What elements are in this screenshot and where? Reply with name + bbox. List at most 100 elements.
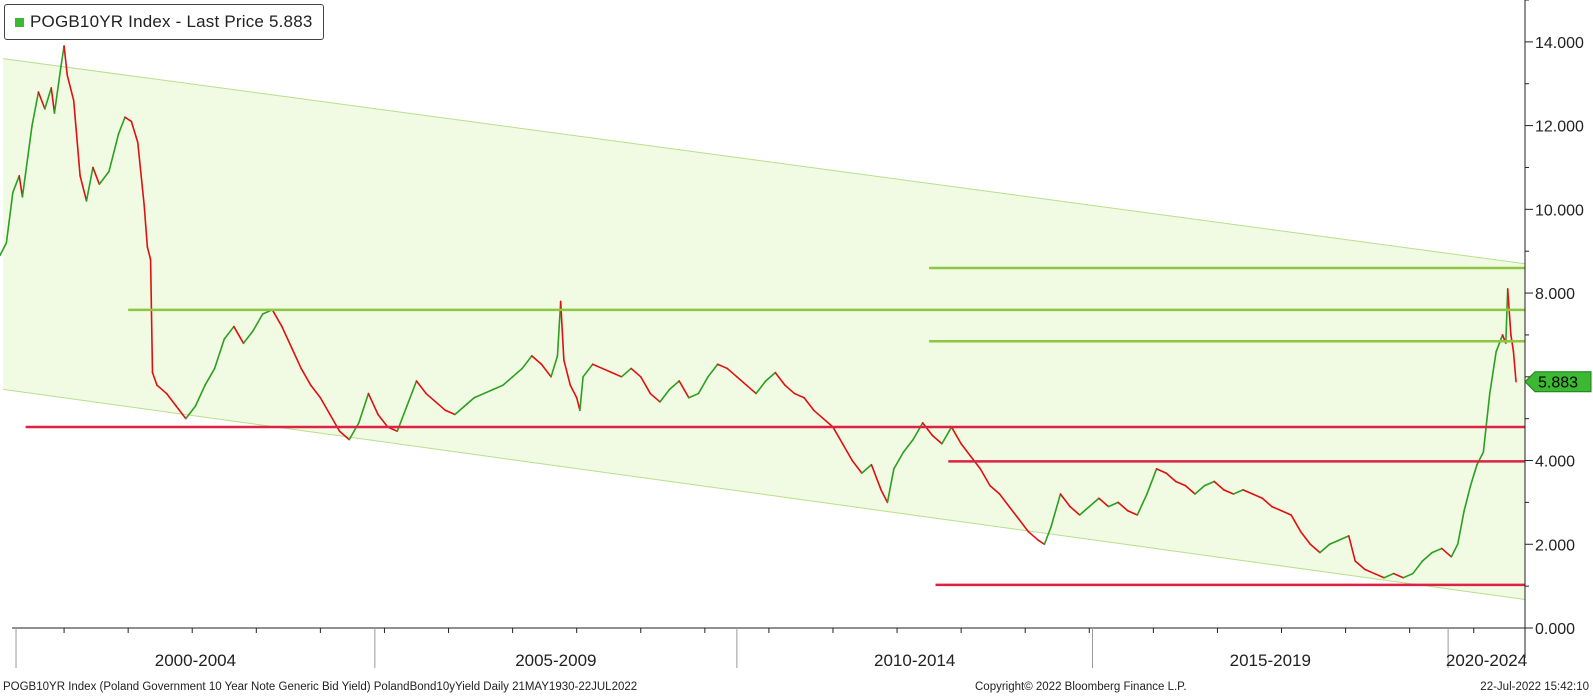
price-segment xyxy=(136,141,145,206)
price-segment xyxy=(707,363,719,378)
price-segment xyxy=(697,375,709,395)
price-segment xyxy=(271,309,283,328)
price-segment xyxy=(931,434,943,445)
price-segment xyxy=(143,204,149,248)
price-segment xyxy=(893,451,905,470)
price-segment xyxy=(1392,572,1405,579)
price-segment xyxy=(1008,505,1020,520)
price-segment xyxy=(1421,551,1433,562)
price-segment xyxy=(1242,489,1254,495)
price-segment xyxy=(1088,497,1100,508)
price-segment xyxy=(1078,505,1091,516)
price-segment xyxy=(1184,484,1196,495)
price-segment xyxy=(902,438,914,453)
price-segment xyxy=(1290,514,1302,533)
price-segment xyxy=(130,120,139,144)
price-segment xyxy=(473,392,485,399)
price-segment xyxy=(377,413,389,428)
price-segment xyxy=(290,346,302,370)
price-segment xyxy=(620,367,632,378)
price-segment xyxy=(755,380,767,395)
price-segment xyxy=(1174,480,1187,487)
legend-swatch xyxy=(15,17,24,27)
price-segment xyxy=(348,422,360,441)
price-segment xyxy=(66,74,75,102)
price-segment xyxy=(281,325,293,349)
price-segment xyxy=(1098,497,1110,508)
price-segment xyxy=(1194,484,1206,495)
price-segment xyxy=(1383,572,1395,579)
price-segment xyxy=(563,359,572,386)
y-tick-label: 10.000 xyxy=(1535,202,1584,219)
price-segment xyxy=(861,463,873,474)
price-segment xyxy=(1488,350,1497,395)
price-segment xyxy=(793,392,805,399)
channel-fill xyxy=(3,58,1526,600)
price-segment xyxy=(1512,350,1517,383)
price-segment xyxy=(194,384,206,407)
price-segment xyxy=(960,442,972,458)
price-segment xyxy=(1117,501,1129,512)
price-segment xyxy=(591,363,604,370)
price-segment xyxy=(611,371,623,378)
footer-description: POGB10YR Index (Poland Government 10 Yea… xyxy=(3,681,638,693)
price-segment xyxy=(223,325,235,340)
price-segment xyxy=(950,426,962,445)
price-segment xyxy=(998,493,1010,508)
price-segment xyxy=(1155,468,1167,474)
price-segment xyxy=(175,405,187,420)
price-segment xyxy=(108,133,120,173)
price-segment xyxy=(979,468,991,487)
price-segment xyxy=(601,367,613,374)
x-period-label: 2015-2019 xyxy=(1230,651,1311,670)
y-tick-label: 14.000 xyxy=(1535,35,1584,52)
price-segment xyxy=(406,380,418,407)
horizontal-levels xyxy=(25,266,1525,587)
price-segment xyxy=(1203,480,1216,487)
price-segment xyxy=(1328,539,1340,546)
price-segment xyxy=(213,338,226,370)
price-segment xyxy=(531,355,543,366)
price-segment xyxy=(124,116,133,123)
price-segment xyxy=(1299,530,1312,546)
price-segment xyxy=(639,375,652,395)
legend-label: POGB10YR Index - Last Price 5.883 xyxy=(30,12,313,31)
price-segment xyxy=(338,430,351,441)
price-segment xyxy=(1165,472,1177,483)
price-segment xyxy=(1402,572,1414,579)
price-segment xyxy=(1354,560,1366,571)
price-segment xyxy=(559,300,565,361)
price-segment xyxy=(1476,451,1485,466)
price-segment xyxy=(1213,480,1225,491)
price-segment xyxy=(511,367,524,378)
price-segment xyxy=(37,91,46,110)
price-segment xyxy=(1495,334,1504,353)
price-segment xyxy=(1347,535,1356,562)
price-segment xyxy=(72,99,81,177)
price-segment xyxy=(1456,509,1465,546)
x-period-label: 2010-2014 xyxy=(874,651,955,670)
price-segment xyxy=(1050,493,1062,529)
price-segment xyxy=(1364,568,1376,575)
price-segment xyxy=(1469,463,1478,487)
price-segment xyxy=(688,392,700,399)
price-segment xyxy=(1510,334,1515,353)
price-segment xyxy=(1107,501,1119,508)
price-segment xyxy=(1506,288,1512,336)
y-tick-label: 0.000 xyxy=(1535,621,1575,638)
price-segment xyxy=(204,367,216,386)
price-segment xyxy=(156,384,168,395)
price-segment xyxy=(764,371,777,382)
price-segment xyxy=(1027,530,1039,541)
y-tick-label: 4.000 xyxy=(1535,454,1575,471)
price-segment xyxy=(521,355,533,370)
last-price-label: 5.883 xyxy=(1538,375,1578,392)
price-segment xyxy=(1126,509,1139,516)
price-segment xyxy=(85,166,94,202)
price-segment xyxy=(1261,497,1273,508)
price-segment xyxy=(569,384,578,399)
price-segment xyxy=(367,392,379,416)
price-segment xyxy=(726,367,738,378)
y-tick-label: 12.000 xyxy=(1535,119,1584,136)
price-segment xyxy=(803,396,815,412)
